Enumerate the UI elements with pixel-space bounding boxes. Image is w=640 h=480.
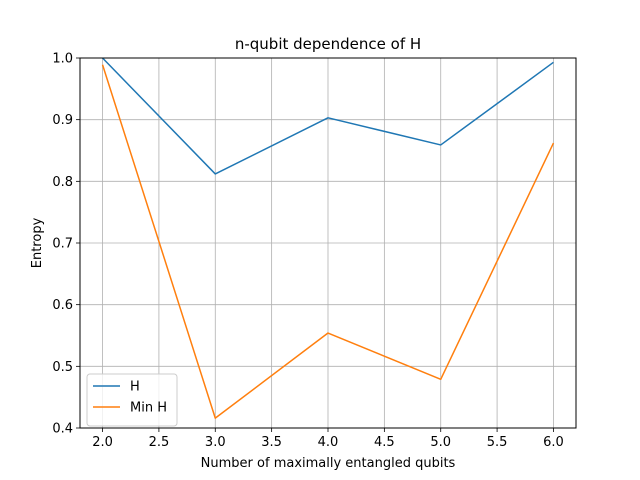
x-tick-label: 4.5: [374, 435, 395, 450]
y-axis: 0.4 0.5 0.6 0.7 0.8 0.9 1.0: [52, 52, 80, 437]
series-lines: [101, 57, 555, 419]
series-line-h: [102, 57, 554, 175]
y-tick-label: 0.5: [52, 360, 73, 375]
x-tick-label: 3.5: [261, 435, 282, 450]
y-tick-label: 1.0: [52, 52, 73, 67]
x-axis-label: Number of maximally entangled qubits: [201, 456, 456, 471]
x-tick-label: 5.0: [430, 435, 451, 450]
x-tick-label: 5.5: [487, 435, 508, 450]
x-tick-label: 4.0: [318, 435, 339, 450]
legend-label: H: [130, 380, 140, 395]
legend-box: [86, 373, 178, 427]
legend-label: Min H: [130, 401, 167, 416]
y-tick-label: 0.7: [52, 237, 73, 252]
y-tick-label: 0.6: [52, 298, 73, 313]
y-tick-label: 0.4: [52, 422, 73, 437]
y-tick-label: 0.9: [52, 113, 73, 128]
legend: H Min H: [86, 373, 178, 427]
chart-title: n-qubit dependence of H: [235, 35, 421, 53]
series-line-min-h: [101, 64, 555, 419]
x-tick-label: 2.0: [92, 435, 113, 450]
x-tick-label: 3.0: [205, 435, 226, 450]
y-tick-label: 0.8: [52, 175, 73, 190]
y-axis-label: Entropy: [30, 217, 45, 268]
x-tick-label: 6.0: [543, 435, 564, 450]
x-tick-label: 2.5: [149, 435, 170, 450]
x-axis: 2.0 2.5 3.0 3.5 4.0 4.5 5.0 5.5 6.0: [92, 428, 564, 450]
